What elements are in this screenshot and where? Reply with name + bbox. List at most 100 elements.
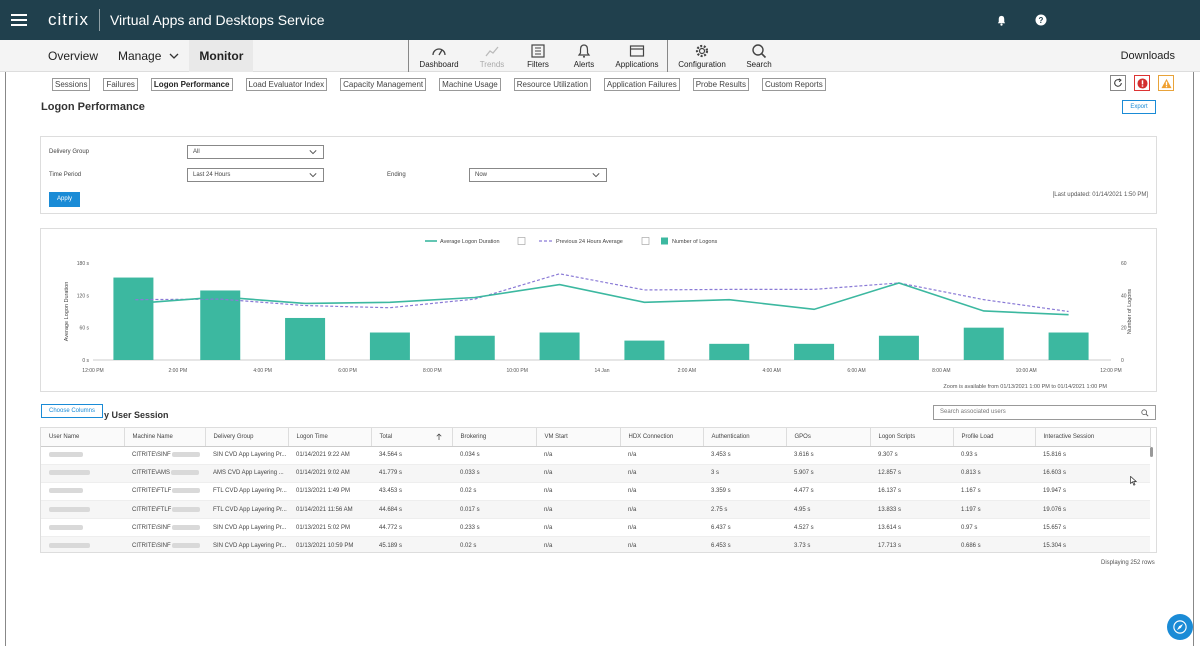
cell-interactive-session: 15.657 s bbox=[1035, 518, 1150, 538]
applications-button[interactable]: Applications bbox=[607, 40, 667, 72]
table-row[interactable]: CITRITE\FTLF FTL CVD App Layering Pr... 01… bbox=[41, 482, 1150, 502]
time-period-value: Last 24 Hours bbox=[193, 172, 231, 178]
table-row[interactable]: CITRITE\SINF SIN CVD App Layering Pr... 01… bbox=[41, 536, 1150, 552]
col-gpos[interactable]: GPOs bbox=[786, 428, 871, 447]
table-row[interactable]: CITRITE\SINF SIN CVD App Layering Pr... 01… bbox=[41, 446, 1150, 465]
tab-monitor[interactable]: Monitor bbox=[189, 40, 254, 72]
subtab-probe-results[interactable]: Probe Results bbox=[692, 78, 749, 91]
trends-icon bbox=[485, 46, 499, 57]
configuration-button[interactable]: Configuration bbox=[668, 40, 736, 72]
cell-brokering-text: 0.017 s bbox=[460, 506, 480, 513]
cell-logon-scripts: 16.137 s bbox=[870, 482, 953, 502]
help-button[interactable]: ? bbox=[1032, 11, 1050, 29]
downloads-link[interactable]: Downloads bbox=[1120, 50, 1175, 62]
cell-profile-load: 0.97 s bbox=[953, 518, 1035, 538]
sessions-table: User Name Machine Name Delivery Group Lo… bbox=[40, 427, 1157, 553]
cell-vm-start: n/a bbox=[536, 500, 620, 520]
cell-logon-time-text: 01/14/2021 11:56 AM bbox=[296, 506, 353, 513]
cell-vm-start: n/a bbox=[536, 464, 620, 483]
cell-vm-start-text: n/a bbox=[544, 488, 553, 495]
subtab-machine-usage[interactable]: Machine Usage bbox=[439, 78, 501, 91]
table-row[interactable]: CITRITE\FTLF FTL CVD App Layering Pr... 01… bbox=[41, 500, 1150, 520]
table-row[interactable]: CITRITE\AMS AMS CVD App Layering ... 01/14… bbox=[41, 464, 1150, 483]
tab-manage-label: Manage bbox=[118, 49, 162, 63]
cell-total-text: 41.779 s bbox=[379, 470, 403, 477]
x-tick-label: 6:00 AM bbox=[847, 368, 865, 374]
x-tick-label: 2:00 AM bbox=[678, 368, 696, 374]
cell-profile-load: 1.197 s bbox=[953, 500, 1035, 520]
cell-interactive-session: 19.947 s bbox=[1035, 482, 1150, 502]
filters-button[interactable]: Filters bbox=[515, 40, 561, 72]
subtab-load-evaluator-index[interactable]: Load Evaluator Index bbox=[245, 78, 328, 91]
subtab-custom-reports[interactable]: Custom Reports bbox=[761, 78, 826, 91]
cell-brokering-text: 0.033 s bbox=[460, 470, 480, 477]
dashboard-button[interactable]: Dashboard bbox=[409, 40, 469, 72]
time-period-select[interactable]: Last 24 Hours bbox=[187, 168, 324, 182]
compass-icon bbox=[1173, 620, 1187, 634]
y-right-axis-label: Number of Logons bbox=[1127, 289, 1133, 334]
col-delivery-group[interactable]: Delivery Group bbox=[205, 428, 289, 447]
refresh-button[interactable] bbox=[1110, 75, 1126, 91]
mouse-cursor-icon bbox=[1130, 476, 1137, 486]
apply-button[interactable]: Apply bbox=[49, 192, 80, 207]
cell-machine-name: CITRITE\SINF bbox=[124, 536, 205, 552]
cell-logon-scripts-text: 17.713 s bbox=[878, 543, 902, 550]
cell-gpos-text: 4.527 s bbox=[794, 524, 814, 531]
cell-user-name bbox=[41, 464, 124, 483]
col-logon-time[interactable]: Logon Time bbox=[288, 428, 372, 447]
subtab-capacity-management[interactable]: Capacity Management bbox=[340, 78, 427, 91]
alerts-button[interactable]: Alerts bbox=[561, 40, 607, 72]
legend-checkbox-previous bbox=[641, 237, 650, 245]
search-users-input[interactable]: Search associated users bbox=[933, 405, 1156, 420]
subtab-application-failures[interactable]: Application Failures bbox=[603, 78, 680, 91]
cell-delivery-group: SIN CVD App Layering Pr... bbox=[205, 518, 288, 538]
subtab-sessions[interactable]: Sessions bbox=[52, 78, 91, 91]
cell-logon-time: 01/13/2021 10:59 PM bbox=[288, 536, 371, 552]
cell-total-text: 44.684 s bbox=[379, 506, 403, 513]
y-left-tick-label: 120 s bbox=[77, 293, 90, 299]
col-hdx-connection[interactable]: HDX Connection bbox=[620, 428, 704, 447]
subtab-logon-performance[interactable]: Logon Performance bbox=[150, 78, 233, 91]
col-total[interactable]: Total bbox=[371, 428, 453, 447]
warning-alerts-button[interactable] bbox=[1158, 75, 1174, 91]
x-tick-label: 12:00 PM bbox=[1100, 368, 1121, 374]
redacted-user-name bbox=[49, 506, 90, 512]
subtab-resource-utilization[interactable]: Resource Utilization bbox=[513, 78, 591, 91]
redacted-machine-suffix bbox=[172, 506, 201, 512]
delivery-group-select[interactable]: All bbox=[187, 145, 324, 159]
cell-hdx-connection: n/a bbox=[620, 482, 703, 502]
cell-authentication: 6.453 s bbox=[703, 536, 786, 552]
col-brokering[interactable]: Brokering bbox=[452, 428, 537, 447]
guided-tour-button[interactable] bbox=[1167, 614, 1193, 640]
cell-logon-time-text: 01/13/2021 1:49 PM bbox=[296, 488, 351, 495]
cell-machine-name-text: CITRITE\SINF bbox=[132, 543, 171, 550]
subtab-failures[interactable]: Failures bbox=[103, 78, 138, 91]
hamburger-menu-button[interactable] bbox=[0, 0, 38, 40]
col-logon-scripts[interactable]: Logon Scripts bbox=[870, 428, 954, 447]
cell-delivery-group-text: AMS CVD App Layering ... bbox=[213, 470, 284, 477]
search-button[interactable]: Search bbox=[736, 40, 782, 72]
cell-hdx-connection: n/a bbox=[620, 464, 703, 483]
notifications-button[interactable] bbox=[992, 11, 1010, 29]
logon-count-bar bbox=[963, 327, 1004, 360]
critical-alerts-button[interactable] bbox=[1134, 75, 1150, 91]
table-scrollbar[interactable] bbox=[1150, 447, 1153, 457]
cell-gpos: 3.73 s bbox=[786, 536, 870, 552]
logon-count-bar bbox=[709, 343, 750, 360]
ending-select[interactable]: Now bbox=[469, 168, 607, 182]
table-row[interactable]: CITRITE\SINF SIN CVD App Layering Pr... 01… bbox=[41, 518, 1150, 538]
trends-button[interactable]: Trends bbox=[469, 40, 515, 72]
col-profile-load[interactable]: Profile Load bbox=[953, 428, 1036, 447]
redacted-user-name bbox=[49, 542, 90, 548]
col-authentication[interactable]: Authentication bbox=[703, 428, 787, 447]
cell-authentication: 3 s bbox=[703, 464, 786, 483]
col-user-name[interactable]: User Name bbox=[41, 428, 125, 447]
export-button[interactable]: Export bbox=[1122, 100, 1156, 114]
last-updated: [Last updated: 01/14/2021 1:50 PM] bbox=[1052, 192, 1148, 198]
col-interactive-session[interactable]: Interactive Session bbox=[1035, 428, 1151, 447]
tab-overview[interactable]: Overview bbox=[38, 40, 108, 72]
choose-columns-button[interactable]: Choose Columns bbox=[41, 404, 103, 418]
tab-manage[interactable]: Manage bbox=[108, 40, 189, 72]
col-machine-name[interactable]: Machine Name bbox=[124, 428, 206, 447]
col-vm-start[interactable]: VM Start bbox=[536, 428, 621, 447]
